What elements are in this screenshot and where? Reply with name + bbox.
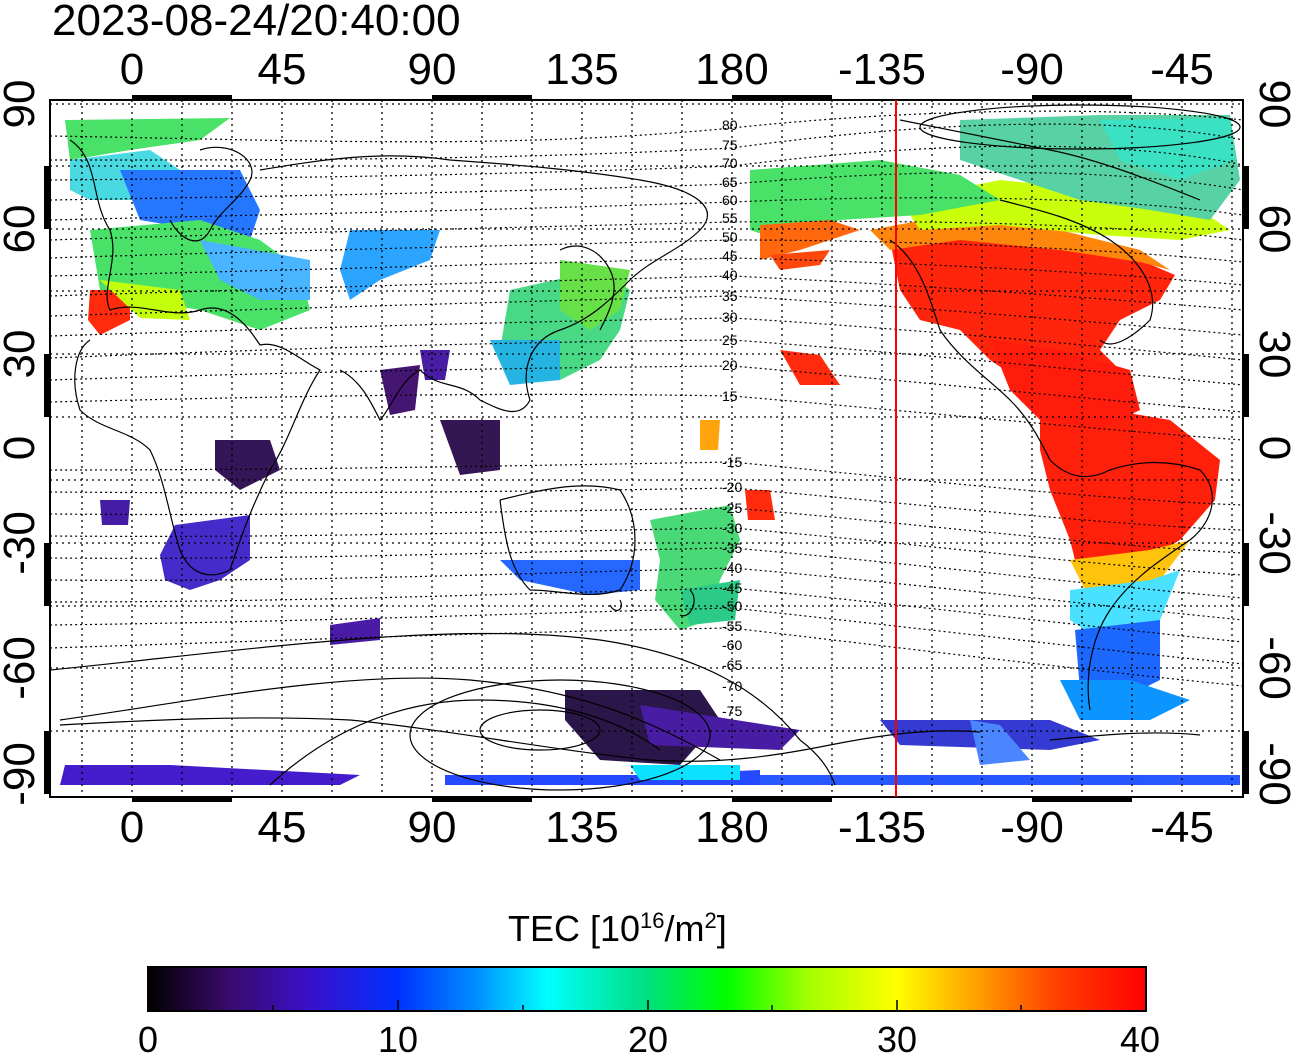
mlat-label: 20 [722,357,738,373]
mlat-label: 65 [722,174,738,190]
mlat-label: 50 [722,229,738,245]
top-lon-tick: 180 [695,45,768,94]
coastlines [59,119,1213,786]
right-lat-tick: -30 [1250,511,1294,575]
top-lon-tick: 90 [408,45,457,94]
colorbar-tick-label: 30 [877,1019,917,1057]
mlat-label: -75 [722,703,742,719]
colorbar-title-main: TEC [10 [508,908,641,949]
colorbar-title-unit: /m [664,908,705,949]
right-lat-tick: 0 [1250,436,1294,460]
left-lat-tick: 60 [0,205,44,254]
mlat-label: -45 [722,580,742,596]
mlat-label: 45 [722,248,738,264]
right-lat-tick: 60 [1250,205,1294,254]
left-lat-tick: 30 [0,330,44,379]
left-lat-tick: -90 [0,742,44,806]
magnetic-latitude-labels: 80 75 70 65 60 55 50 45 40 35 30 25 20 1… [722,117,742,719]
left-latitude-labels: 90 60 30 0 -30 -60 -90 [0,80,44,806]
top-lon-tick: 45 [258,45,307,94]
mlat-label: 55 [722,210,738,226]
bottom-lon-tick: 0 [120,803,144,852]
right-lat-tick: -90 [1250,742,1294,806]
mlat-label: -55 [722,618,742,634]
mlat-label: -60 [722,637,742,653]
left-lat-tick: -30 [0,511,44,575]
bottom-lon-tick: 90 [408,803,457,852]
right-lat-tick: -60 [1250,636,1294,700]
bottom-lon-tick: 45 [258,803,307,852]
right-lat-tick: 30 [1250,330,1294,379]
colorbar-tick-label: 40 [1120,1019,1160,1057]
mlat-label: 35 [722,288,738,304]
mlat-label: -30 [722,520,742,536]
colorbar-tick-label: 0 [138,1019,158,1057]
mlat-label: 40 [722,267,738,283]
mlat-label: -25 [722,500,742,516]
magnetic-latitude-contours [50,110,1243,687]
mlat-label: -35 [722,540,742,556]
mlat-label: -50 [722,598,742,614]
mlat-label: 30 [722,309,738,325]
right-latitude-labels: 90 60 30 0 -30 -60 -90 [1250,80,1294,806]
tec-data-layer [60,115,1240,785]
mlat-label: -65 [722,657,742,673]
left-lat-tick: 90 [0,80,44,129]
mlat-label: -20 [722,479,742,495]
bottom-longitude-labels: 0 45 90 135 180 -135 -90 -45 [120,803,1214,852]
top-longitude-labels: 0 45 90 135 180 -135 -90 -45 [120,45,1214,94]
colorbar-title: TEC [1016/m2] [508,908,727,950]
mlat-label: 15 [722,388,738,404]
mlat-label: -70 [722,678,742,694]
bottom-lon-tick: -45 [1150,803,1214,852]
top-lon-tick: -135 [838,45,926,94]
left-lat-tick: -60 [0,636,44,700]
mlat-label: 80 [722,117,738,133]
map-graticule [50,100,1243,797]
top-lon-tick: -45 [1150,45,1214,94]
bottom-lon-tick: 135 [545,803,618,852]
left-lat-tick: 0 [0,436,44,460]
colorbar-tick-label: 10 [378,1019,418,1057]
mlat-label: -15 [722,454,742,470]
colorbar-title-end: ] [716,908,727,949]
bottom-lon-tick: -90 [1000,803,1064,852]
mlat-label: 70 [722,155,738,171]
colorbar-title-exponent: 16 [640,908,665,933]
bottom-lon-tick: 180 [695,803,768,852]
mlat-label: 60 [722,192,738,208]
timestamp-title: 2023-08-24/20:40:00 [52,0,461,45]
map-border-ticks [44,95,1249,802]
mlat-label: -40 [722,560,742,576]
colorbar-tick-label: 20 [628,1019,668,1057]
colorbar-ticks [272,1000,1022,1011]
mlat-label: 25 [722,332,738,348]
colorbar-tick-labels: 0 10 20 30 40 [138,1019,1160,1057]
top-lon-tick: 135 [545,45,618,94]
right-lat-tick: 90 [1250,80,1294,129]
colorbar [147,966,1147,1012]
top-lon-tick: 0 [120,45,144,94]
top-lon-tick: -90 [1000,45,1064,94]
bottom-lon-tick: -135 [838,803,926,852]
mlat-label: 75 [722,137,738,153]
colorbar-title-unit-exponent: 2 [704,908,717,933]
magnetic-latitude-solid-contours [50,104,1241,791]
